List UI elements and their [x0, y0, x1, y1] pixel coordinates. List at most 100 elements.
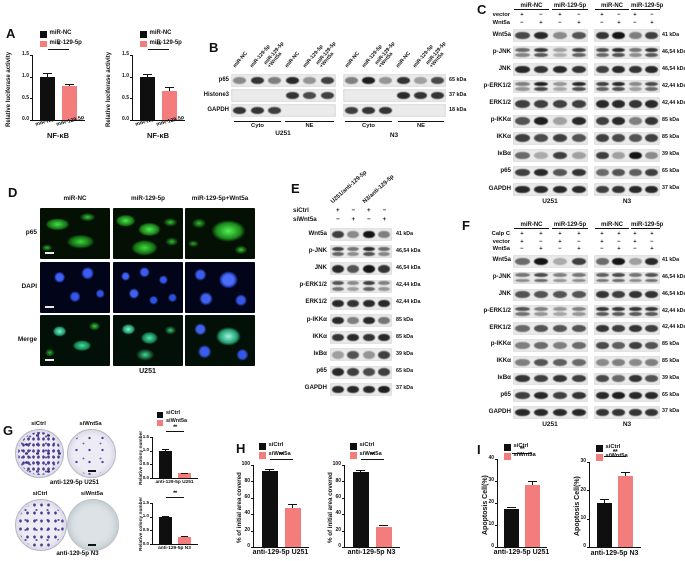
- blot-band: [571, 358, 586, 366]
- y-tick-mark: [250, 530, 253, 532]
- group-header: miR-NC: [514, 3, 549, 11]
- y-tick-mark: [149, 478, 152, 480]
- blot-strip: [594, 255, 660, 268]
- blot-band: [250, 106, 264, 115]
- legend-label: siCtrl: [513, 443, 529, 449]
- chart-plot: [152, 503, 198, 545]
- blot-band: [552, 117, 567, 125]
- condition-sign: −: [382, 207, 387, 214]
- sig-stars: **: [519, 446, 525, 453]
- kda-label: 65 kDa: [396, 368, 414, 375]
- protein-label: p-ERK1/2: [483, 81, 511, 89]
- kda-label: 41 kDa: [662, 257, 680, 264]
- y-tick-label: 80: [335, 477, 341, 484]
- blot-strip: [513, 46, 588, 60]
- image-column-header: miR-129-5p: [131, 195, 165, 202]
- blot-band: [595, 31, 609, 40]
- dish-label: siWnt5a: [79, 421, 102, 427]
- condition-sign: +: [520, 12, 524, 18]
- protein-label: ERK1/2: [489, 323, 511, 331]
- blot-band: [320, 91, 334, 100]
- blot-band: [362, 334, 375, 342]
- lane-label: N3/anti-129-5p: [361, 174, 396, 206]
- error-bar: [292, 503, 294, 508]
- panel-d-label: D: [8, 185, 18, 200]
- y-axis-label: Apoptosis Cell(%): [574, 476, 581, 537]
- kda-label: 41 kDa: [662, 31, 680, 38]
- kda-label: 85 kDa: [396, 333, 414, 340]
- blot-band: [571, 392, 586, 400]
- legend-swatch: [157, 420, 163, 426]
- micrograph-p65: [113, 208, 183, 259]
- y-tick-label: 0.5: [142, 526, 149, 532]
- blot-band: [645, 87, 658, 92]
- protein-label: IKKα: [496, 133, 511, 141]
- scale-bar: [45, 252, 54, 254]
- legend-swatch: [596, 445, 603, 452]
- blot-band: [595, 117, 609, 125]
- fraction-label: NE: [416, 123, 426, 129]
- blot-band: [571, 100, 586, 108]
- group-header: miR-NC: [514, 222, 549, 230]
- y-tick-mark: [586, 547, 589, 549]
- blot-band: [331, 265, 344, 273]
- blot-band: [645, 273, 658, 278]
- error-bar-cap: [180, 535, 189, 537]
- blot-strip: [594, 305, 660, 318]
- blot-band: [534, 134, 549, 142]
- blot-strip: [594, 288, 660, 302]
- y-tick-mark: [149, 544, 152, 546]
- blot-band: [552, 151, 567, 159]
- blot-band: [645, 100, 658, 108]
- blot-band: [595, 341, 609, 349]
- blot-band: [515, 312, 530, 317]
- kda-label: 42,44 kDa: [662, 99, 685, 106]
- blot-band: [285, 91, 299, 100]
- colony-dish: [15, 429, 64, 478]
- blot-strip: [231, 89, 336, 102]
- condition-sign: −: [633, 246, 637, 252]
- blot-band: [595, 273, 609, 278]
- condition-sign: −: [577, 12, 581, 18]
- protein-label: p-ERK1/2: [483, 306, 511, 314]
- y-tick-label: 0.0: [142, 540, 149, 546]
- blot-band: [645, 53, 658, 58]
- bar-control: [140, 76, 156, 120]
- blot-band: [534, 47, 549, 52]
- protein-label: JNK: [498, 64, 511, 72]
- blot-band: [362, 316, 375, 325]
- condition-sign: −: [558, 246, 562, 252]
- blot-band: [534, 53, 549, 58]
- condition-sign: −: [520, 20, 524, 26]
- condition-label: siWnt5a: [293, 216, 317, 223]
- blot-band: [534, 66, 549, 74]
- group-header: miR-129-5p: [552, 222, 588, 230]
- blot-band: [628, 341, 642, 349]
- protein-label: GAPDH: [207, 106, 229, 113]
- y-tick-mark: [129, 120, 132, 122]
- blot-band: [515, 408, 530, 416]
- blot-band: [378, 334, 391, 342]
- blot-band: [515, 341, 530, 349]
- blot-band: [552, 53, 567, 58]
- error-bar: [603, 498, 605, 504]
- blot-strip: [594, 131, 660, 145]
- condition-sign: +: [366, 207, 371, 214]
- condition-sign: −: [351, 207, 356, 214]
- y-tick-label: 30: [580, 458, 586, 465]
- bar-treatment: [177, 536, 191, 544]
- condition-sign: −: [577, 238, 581, 245]
- error-bar-cap: [527, 481, 537, 482]
- condition-sign: −: [539, 238, 543, 245]
- bar-treatment: [375, 526, 392, 547]
- condition-sign: +: [600, 12, 604, 18]
- panel-h-label: H: [236, 441, 246, 456]
- blot-band: [534, 375, 549, 383]
- blot-band: [645, 47, 658, 52]
- protein-label: IκBα: [497, 150, 511, 158]
- error-bar: [383, 524, 385, 527]
- legend-label: miR-NC: [149, 30, 172, 36]
- y-tick-mark: [494, 459, 497, 461]
- condition-sign: +: [577, 231, 581, 237]
- blot-band: [628, 324, 642, 332]
